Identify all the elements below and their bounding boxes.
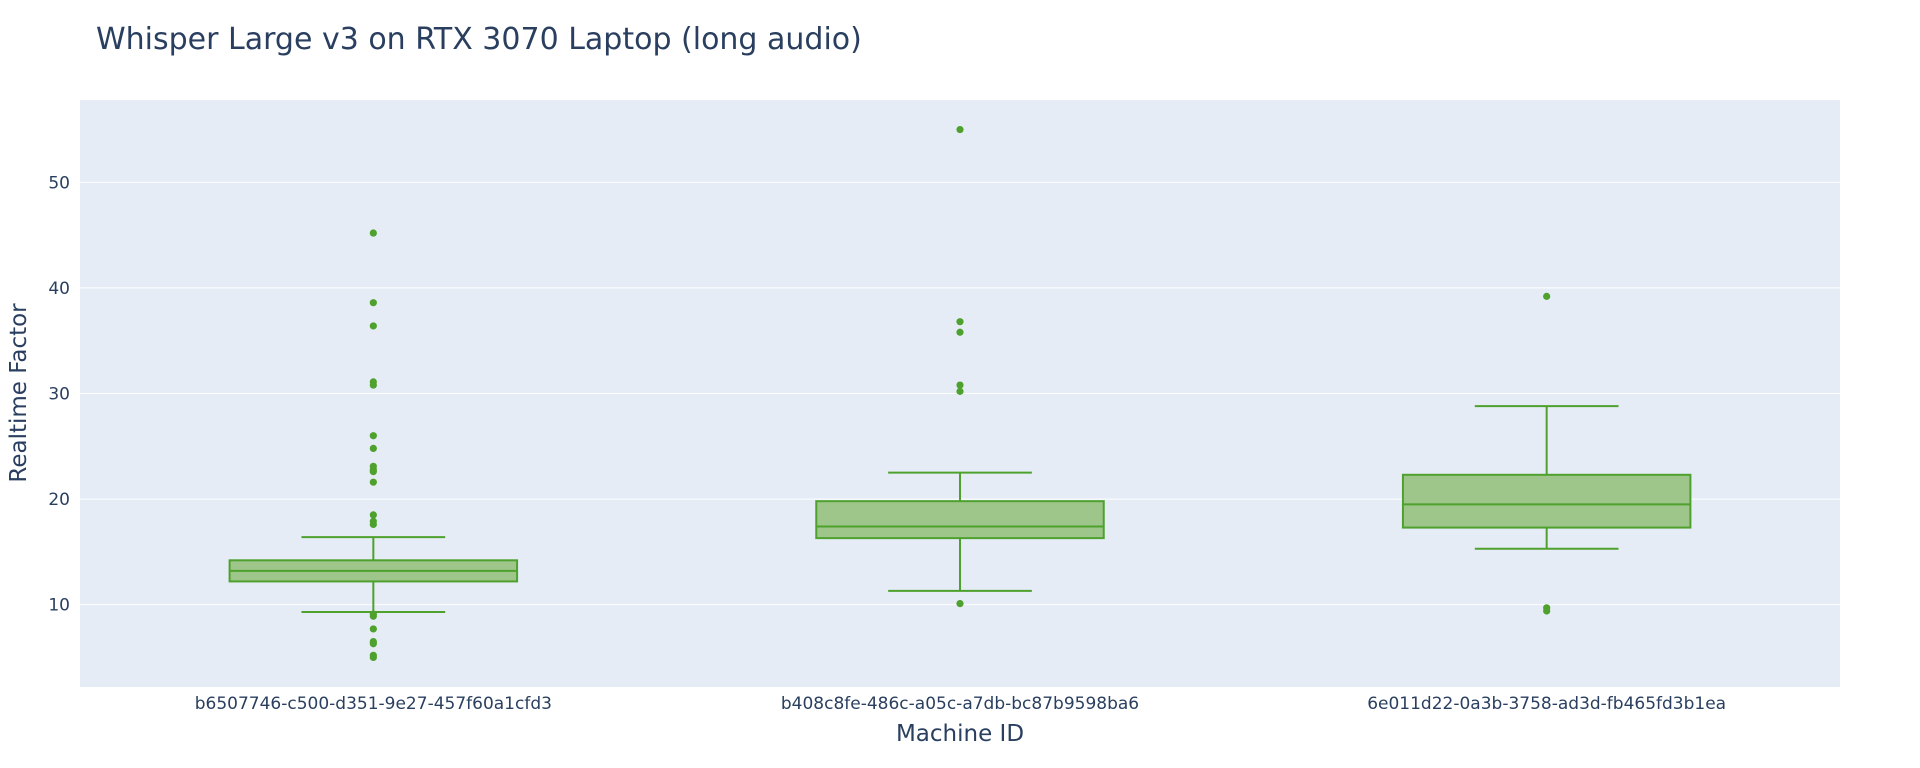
outlier-point [369, 640, 377, 648]
outlier-point [369, 444, 377, 452]
outlier-point [956, 381, 964, 389]
x-tick-label: b6507746-c500-d351-9e27-457f60a1cfd3 [195, 694, 552, 714]
outlier-point [956, 318, 964, 326]
y-tick-label: 30 [48, 385, 70, 405]
x-tick-label: b408c8fe-486c-a05c-a7db-bc87b9598ba6 [781, 694, 1139, 714]
outlier-point [956, 125, 964, 134]
y-tick-label: 50 [48, 173, 70, 193]
outlier-point [369, 322, 377, 330]
outlier-point [1543, 607, 1551, 615]
y-axis-ticks: 10 20 30 40 50 [48, 173, 70, 615]
iqr-box [815, 500, 1105, 540]
box-group [815, 125, 1105, 608]
outlier-point [369, 381, 377, 389]
x-axis-label: Machine ID [896, 721, 1024, 747]
boxes [228, 125, 1692, 662]
outlier-point [956, 328, 964, 336]
outlier-point [369, 468, 377, 476]
y-axis-label: Realtime Factor [6, 303, 32, 483]
x-axis-ticks: b6507746-c500-d351-9e27-457f60a1cfd3 b408… [195, 694, 1726, 714]
box-group [1401, 292, 1692, 615]
outlier-point [369, 612, 377, 620]
outlier-point [369, 653, 377, 662]
outlier-point [369, 520, 377, 529]
x-tick-label: 6e011d22-0a3b-3758-ad3d-fb465fd3b1ea [1367, 694, 1726, 714]
outlier-point [369, 299, 377, 307]
box-group [228, 229, 519, 662]
y-tick-label: 10 [48, 596, 70, 616]
outlier-point [369, 511, 377, 519]
iqr-box [1401, 473, 1692, 529]
y-tick-label: 40 [48, 279, 70, 299]
outlier-point [369, 432, 377, 440]
outlier-point [956, 387, 964, 395]
y-tick-label: 20 [48, 490, 70, 510]
outlier-point [369, 229, 377, 237]
outlier-point [369, 478, 377, 486]
outlier-point [1543, 292, 1551, 300]
outlier-point [956, 599, 964, 608]
outlier-point [369, 625, 377, 633]
chart-title: Whisper Large v3 on RTX 3070 Laptop (lon… [96, 22, 862, 57]
